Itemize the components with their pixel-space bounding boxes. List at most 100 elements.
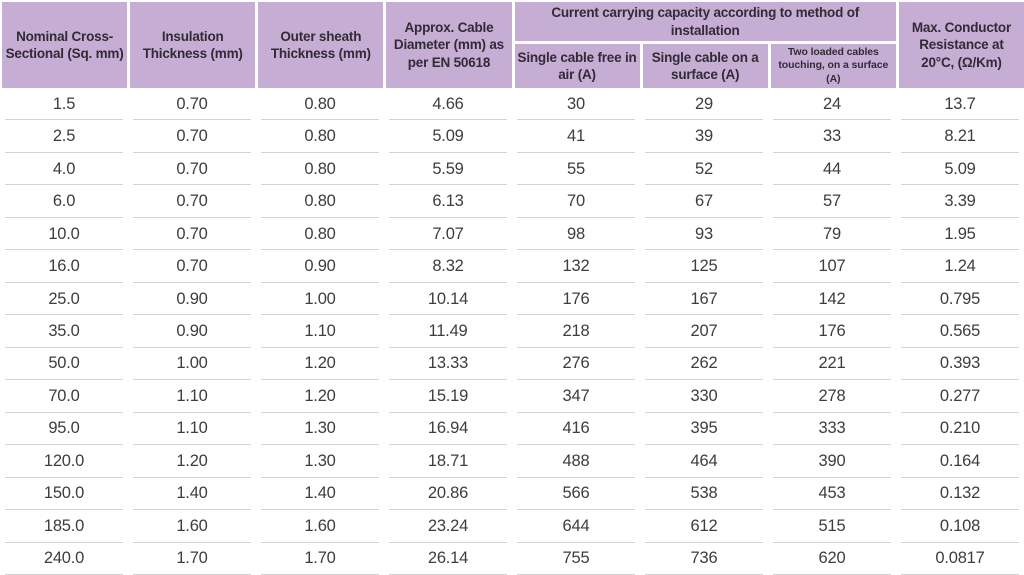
table-cell: 736 [640, 543, 768, 575]
header-single-cable-surface: Single cable on a surface (A) [642, 44, 768, 88]
table-cell: 0.70 [128, 185, 256, 219]
table-cell: 416 [512, 413, 640, 446]
table-cell: 330 [640, 380, 768, 414]
table-cell: 41 [512, 120, 640, 154]
table-cell: 1.70 [128, 543, 256, 575]
table-cell: 1.60 [128, 510, 256, 544]
table-cell: 755 [512, 543, 640, 575]
table-row: 25.0 0.90 1.00 10.14 176 167 142 0.795 [0, 283, 1024, 316]
table-cell: 0.70 [128, 88, 256, 121]
table-cell: 0.795 [896, 283, 1024, 316]
table-row: 10.0 0.70 0.80 7.07 98 93 79 1.95 [0, 218, 1024, 251]
table-cell: 0.80 [256, 218, 384, 251]
table-cell: 538 [640, 478, 768, 511]
table-cell: 167 [640, 283, 768, 316]
table-cell: 1.30 [256, 413, 384, 446]
table-row: 1.5 0.70 0.80 4.66 30 29 24 13.7 [0, 88, 1024, 121]
table-cell: 0.393 [896, 348, 1024, 381]
header-outer-sheath-thickness: Outer sheath Thickness (mm) [258, 2, 384, 88]
table-cell: 0.80 [256, 88, 384, 121]
table-cell: 0.80 [256, 120, 384, 154]
table-row: 35.0 0.90 1.10 11.49 218 207 176 0.565 [0, 315, 1024, 349]
table-body: 1.5 0.70 0.80 4.66 30 29 24 13.7 2.5 0.70 0.80 5.09… [0, 88, 1024, 575]
table-cell: 4.0 [0, 153, 128, 186]
table-row: 2.5 0.70 0.80 5.09 41 39 33 8.21 [0, 120, 1024, 154]
table-cell: 120.0 [0, 445, 128, 479]
table-cell: 1.40 [128, 478, 256, 511]
table-cell: 25.0 [0, 283, 128, 316]
header-max-conductor-resistance: Max. Conductor Resistance at 20°C, (Ω/Km… [898, 2, 1024, 88]
table-cell: 57 [768, 185, 896, 219]
table-cell: 262 [640, 348, 768, 381]
table-cell: 20.86 [384, 478, 512, 511]
table-cell: 15.19 [384, 380, 512, 414]
table-cell: 176 [512, 283, 640, 316]
table-cell: 276 [512, 348, 640, 381]
header-nominal-cross-sectional: Nominal Cross-Sectional (Sq. mm) [2, 2, 128, 88]
table-cell: 13.33 [384, 348, 512, 381]
table-cell: 0.90 [128, 283, 256, 316]
table-cell: 488 [512, 445, 640, 479]
table-cell: 0.70 [128, 153, 256, 186]
table-cell: 6.13 [384, 185, 512, 219]
table-row: 4.0 0.70 0.80 5.59 55 52 44 5.09 [0, 153, 1024, 186]
table-cell: 0.90 [128, 315, 256, 349]
table-row: 16.0 0.70 0.90 8.32 132 125 107 1.24 [0, 250, 1024, 284]
table-cell: 390 [768, 445, 896, 479]
table-cell: 5.59 [384, 153, 512, 186]
table-cell: 0.70 [128, 120, 256, 154]
table-cell: 1.10 [256, 315, 384, 349]
table-cell: 0.210 [896, 413, 1024, 446]
table-cell: 16.94 [384, 413, 512, 446]
header-approx-cable-diameter: Approx. Cable Diameter (mm) as per EN 50… [386, 2, 512, 88]
table-cell: 207 [640, 315, 768, 349]
table-cell: 8.32 [384, 250, 512, 284]
table-row: 120.0 1.20 1.30 18.71 488 464 390 0.164 [0, 445, 1024, 479]
table-row: 240.0 1.70 1.70 26.14 755 736 620 0.0817 [0, 543, 1024, 575]
table-cell: 1.24 [896, 250, 1024, 284]
table-cell: 0.132 [896, 478, 1024, 511]
table-cell: 1.5 [0, 88, 128, 121]
table-cell: 79 [768, 218, 896, 251]
table-cell: 1.10 [128, 413, 256, 446]
table-cell: 0.108 [896, 510, 1024, 544]
table-cell: 52 [640, 153, 768, 186]
table-row: 185.0 1.60 1.60 23.24 644 612 515 0.108 [0, 510, 1024, 544]
table-cell: 0.70 [128, 250, 256, 284]
table-cell: 10.14 [384, 283, 512, 316]
table-cell: 1.60 [256, 510, 384, 544]
table-cell: 26.14 [384, 543, 512, 575]
table-cell: 1.10 [128, 380, 256, 414]
table-cell: 33 [768, 120, 896, 154]
table-cell: 1.00 [128, 348, 256, 381]
table-cell: 1.20 [256, 380, 384, 414]
table-cell: 142 [768, 283, 896, 316]
table-cell: 67 [640, 185, 768, 219]
table-cell: 13.7 [896, 88, 1024, 121]
header-insulation-thickness: Insulation Thickness (mm) [130, 2, 256, 88]
table-cell: 125 [640, 250, 768, 284]
table-cell: 644 [512, 510, 640, 544]
table-cell: 347 [512, 380, 640, 414]
table-cell: 0.80 [256, 185, 384, 219]
table-row: 70.0 1.10 1.20 15.19 347 330 278 0.277 [0, 380, 1024, 414]
table-cell: 16.0 [0, 250, 128, 284]
table-cell: 23.24 [384, 510, 512, 544]
table-cell: 2.5 [0, 120, 128, 154]
table-cell: 395 [640, 413, 768, 446]
table-cell: 39 [640, 120, 768, 154]
table-row: 50.0 1.00 1.20 13.33 276 262 221 0.393 [0, 348, 1024, 381]
table-cell: 30 [512, 88, 640, 121]
table-cell: 150.0 [0, 478, 128, 511]
table-cell: 185.0 [0, 510, 128, 544]
table-cell: 3.39 [896, 185, 1024, 219]
table-cell: 0.164 [896, 445, 1024, 479]
table-cell: 0.277 [896, 380, 1024, 414]
table-cell: 0.90 [256, 250, 384, 284]
table-cell: 218 [512, 315, 640, 349]
table-cell: 0.565 [896, 315, 1024, 349]
table-cell: 176 [768, 315, 896, 349]
table-cell: 107 [768, 250, 896, 284]
table-row: 95.0 1.10 1.30 16.94 416 395 333 0.210 [0, 413, 1024, 446]
